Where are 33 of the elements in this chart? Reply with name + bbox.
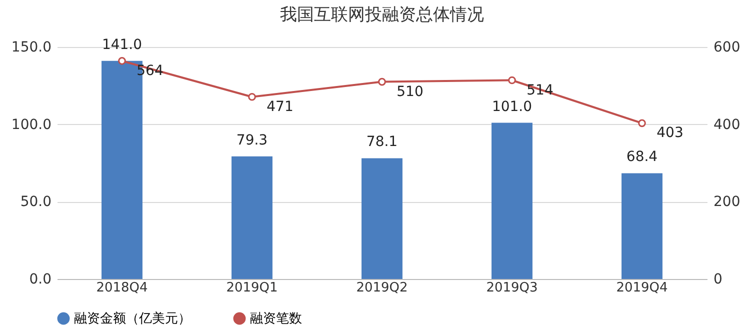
point [638, 119, 646, 128]
data-label: 510 [396, 84, 424, 100]
point [508, 76, 516, 84]
y-tick-label: 100.0 [11, 116, 52, 133]
point [378, 78, 386, 86]
x-tick-label: 2019Q3 [486, 280, 538, 296]
point [118, 57, 126, 65]
data-label: 101.0 [492, 98, 532, 115]
y-tick-label: 150.0 [11, 40, 52, 56]
bar [492, 122, 532, 279]
data-label: 78.1 [366, 134, 398, 150]
point [248, 92, 256, 101]
legend-label: 融资笔数 [250, 312, 302, 327]
bar [622, 173, 662, 279]
y2-tick-label: 600 [714, 40, 740, 56]
chart-title: 我国互联网投融资总体情况 [280, 4, 484, 25]
legend-label: 融资金额（亿美元） [74, 310, 191, 327]
y-tick-label: 50.0 [20, 194, 52, 210]
bar [362, 158, 402, 279]
data-label: 68.4 [626, 149, 658, 166]
bar [232, 156, 272, 279]
y2-tick-label: 400 [714, 116, 740, 133]
data-label: 403 [656, 125, 684, 142]
x-tick-label: 2019Q4 [616, 280, 668, 296]
x-tick-label: 2018Q4 [96, 280, 148, 296]
y2-tick-label: 0 [714, 272, 722, 288]
x-tick-label: 2019Q1 [226, 280, 278, 296]
data-label: 79.3 [236, 132, 268, 148]
y2-tick-label: 200 [714, 194, 740, 210]
data-label: 141.0 [102, 36, 142, 53]
y-tick-label: 0.0 [29, 272, 52, 288]
data-label: 471 [266, 98, 294, 115]
x-tick-label: 2019Q2 [356, 280, 408, 296]
